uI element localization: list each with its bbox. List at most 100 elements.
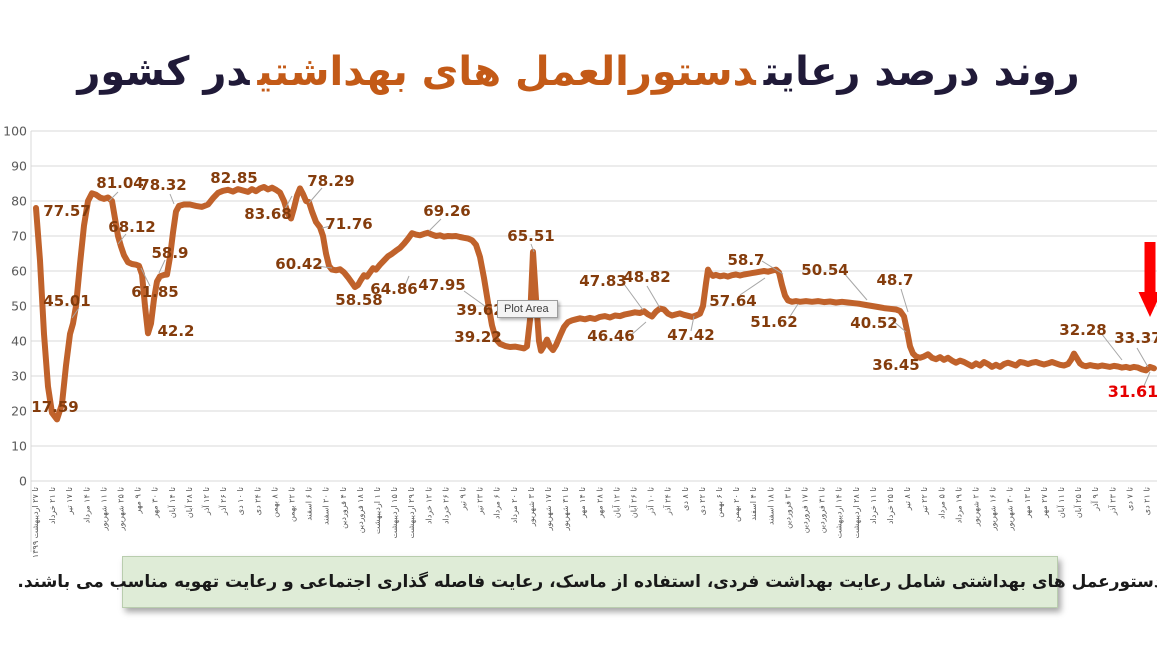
label-leader-line	[891, 319, 907, 333]
x-tick-label: تا ۹ مهر	[134, 487, 143, 514]
x-tick-label: تا ۱۶ شهریور	[989, 487, 998, 531]
x-tick-label: تا ۱۹ مرداد	[954, 487, 963, 523]
x-tick-label: تا ۱۰ آذر	[646, 487, 656, 516]
x-tick-label: تا ۱۱ شهریور	[99, 487, 108, 531]
title-part-2: در کشور	[77, 48, 250, 95]
x-tick-label: تا ۲۱ خرداد	[48, 487, 57, 524]
data-label: 57.64	[709, 292, 756, 310]
label-leader-line	[316, 265, 333, 269]
footnote-box: دستورعمل های بهداشتی شامل رعایت بهداشت ف…	[17, 556, 1157, 608]
y-tick-label: 80	[11, 194, 27, 209]
label-leader-line	[530, 243, 535, 253]
data-label: 58.7	[727, 251, 764, 269]
x-tick-label: تا ۱۴ اردیبهشت	[835, 487, 844, 538]
label-leader-line	[1100, 332, 1123, 361]
data-label: 81.04	[96, 174, 143, 192]
x-tick-label: تا ۲۰ مرداد	[510, 487, 519, 523]
x-tick-label: تا ۲۴ آذر	[663, 487, 673, 516]
x-tick-label: تا ۲۶ آذر	[218, 487, 228, 516]
data-label: 17.59	[31, 398, 78, 416]
x-tick-label: تا ۳ شهریور	[527, 487, 536, 527]
data-label: 65.51	[507, 227, 554, 245]
x-tick-label: تا ۳ فروردین	[783, 487, 792, 529]
x-tick-label: تا ۲۹ اردیبهشت	[407, 487, 416, 538]
label-leader-line	[308, 187, 323, 204]
x-tick-label: تا ۱۲ آذر	[201, 487, 211, 516]
data-label: 71.76	[325, 215, 372, 233]
x-tick-label: تا ۱۱ خرداد	[869, 487, 878, 524]
x-tick-label: تا ۱۸ فروردین	[356, 487, 365, 533]
data-label: 64.86	[370, 280, 417, 298]
x-tick-label: تا ۱۷ فروردین	[801, 487, 810, 533]
label-leader-line	[108, 191, 119, 202]
title-part-1: روند درصد رعایت	[763, 48, 1081, 95]
label-leader-line	[1143, 371, 1151, 387]
x-tick-label: تا ۱ اردیبهشت	[373, 487, 382, 534]
data-label: 69.26	[423, 202, 470, 220]
data-label: 83.68	[244, 205, 291, 223]
x-tick-label: تا ۱۲ خرداد	[424, 487, 433, 524]
label-leader-line	[117, 233, 127, 245]
y-tick-label: 50	[11, 299, 27, 314]
data-label: 47.83	[579, 272, 626, 290]
x-tick-label: تا ۶ مرداد	[493, 487, 502, 519]
x-tick-label: تا ۳۱ شهریور	[561, 487, 570, 531]
y-tick-label: 0	[19, 474, 27, 489]
data-label: 47.95	[418, 276, 465, 294]
page-title: روند درصد رعایتدستورالعمل های بهداشتیدر …	[0, 49, 1157, 95]
series	[33, 184, 1157, 423]
y-tick-label: 40	[11, 334, 27, 349]
label-leader-line	[71, 307, 80, 319]
y-tick-label: 10	[11, 439, 27, 454]
x-tick-label: تا ۴ اسفند	[749, 487, 758, 521]
data-label: 31.61	[1108, 382, 1157, 401]
label-leader-line	[842, 271, 868, 301]
x-tick-label: تا ۲۳ آذر	[1107, 487, 1117, 516]
x-tick-label: تا ۱۵ اردیبهشت	[390, 487, 399, 538]
data-label: 60.42	[275, 255, 322, 273]
x-tick-label: تا ۲۶ خرداد	[441, 487, 450, 524]
x-tick-label: تا ۳۱ فروردین	[818, 487, 827, 533]
x-tick-label: تا ۲۸ اردیبهشت	[852, 487, 861, 538]
x-tick-label: تا ۱۰ دی	[236, 487, 245, 515]
data-label: 61.85	[131, 283, 178, 301]
x-tick-label: تا ۱۷ تیر	[65, 487, 74, 515]
label-leader-line	[428, 218, 442, 232]
x-tick-label: تا ۱۱ آبان	[1056, 487, 1066, 518]
label-leader-line	[140, 267, 151, 287]
x-tick-label: تا ۲۲ دی	[698, 487, 707, 515]
x-tick-label: تا ۴ فروردین	[339, 487, 348, 529]
trend-line	[33, 184, 1157, 423]
label-leader-line	[463, 290, 490, 310]
x-tick-label: تا ۲۸ مهر	[595, 487, 604, 519]
data-label: 51.62	[750, 313, 797, 331]
x-tick-label: تا ۲۳ تیر	[476, 487, 485, 515]
down-arrow-icon	[1138, 242, 1157, 317]
label-leader-line	[761, 260, 784, 275]
label-leader-line	[646, 285, 661, 309]
footnote-text: دستورعمل های بهداشتی شامل رعایت بهداشت ف…	[17, 572, 1157, 592]
x-tick-label: تا ۱۴ مهر	[578, 487, 587, 519]
y-tick-label: 20	[11, 404, 27, 419]
x-tick-label: تا ۲۴ دی	[253, 487, 262, 515]
x-tick-label: تا ۸ بهمن	[270, 487, 279, 518]
x-tick-label: تا ۱۸ اسفند	[766, 487, 775, 525]
x-tick-label: تا ۱۲ آبان	[611, 487, 621, 518]
data-label: 82.85	[210, 169, 257, 187]
data-label: 32.28	[1059, 321, 1106, 339]
title-highlight: دستورالعمل های بهداشتی	[257, 48, 757, 95]
x-tick-label: تا ۲۷ مهر	[1040, 487, 1049, 519]
x-tick-label: تا ۵ مرداد	[937, 487, 946, 519]
axis-labels: 0 10 20 30 40 50 60 70 80 90 100 تا ۲۷ اردیبهشت ۱۳۹…	[3, 124, 1151, 559]
data-label: 40.52	[850, 314, 897, 332]
x-tick-label: تا ۶ اسفند	[305, 487, 314, 521]
data-label: 48.82	[623, 268, 670, 286]
x-tick-label: تا ۲۱ دی	[1143, 487, 1152, 515]
plot-area-tooltip: Plot Area	[497, 300, 558, 318]
x-tick-label: تا ۸ تیر	[903, 487, 912, 511]
data-label: 47.42	[667, 326, 714, 344]
x-tick-label: تا ۷ دی	[1125, 487, 1134, 511]
label-leader-line	[321, 225, 332, 229]
data-label: 46.46	[587, 327, 634, 345]
